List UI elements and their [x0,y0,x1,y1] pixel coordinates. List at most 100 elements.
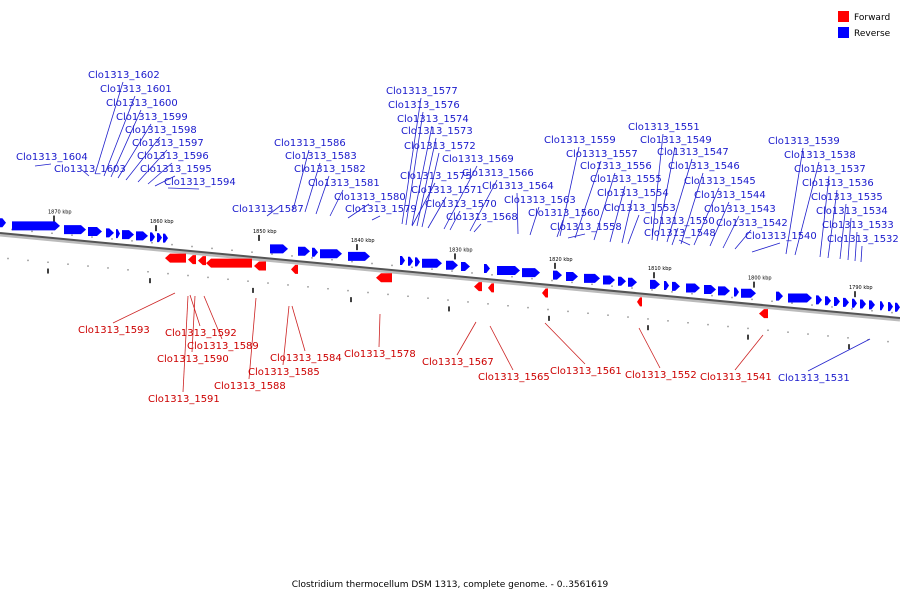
gene-features [0,218,900,319]
reverse-gene-arrow [0,218,6,228]
reverse-gene-arrow [566,272,578,282]
leader-line [411,182,436,227]
leader-line [751,242,781,253]
gene-label-clo1313-1602: Clo1313_1602 [88,70,160,81]
leader-line [734,334,764,371]
gene-label-clo1313-1555: Clo1313_1555 [590,174,662,185]
leader-line [292,149,310,211]
gene-label-clo1313-1596: Clo1313_1596 [137,151,209,162]
gene-label-clo1313-1538: Clo1313_1538 [784,150,856,161]
forward-gene-arrow [542,288,548,298]
reverse-gene-arrow [163,233,168,243]
reverse-gene-arrow [718,286,730,296]
reverse-gene-arrow [553,270,562,280]
scale-marks: 1870 kbp 1860 kbp 1850 kbp 1840 kbp 1830 kbp… [7,210,893,350]
gene-label-clo1313-1577: Clo1313_1577 [386,86,458,97]
leader-line [807,338,871,372]
gene-label-clo1313-1566: Clo1313_1566 [462,168,534,179]
leader-line [248,297,257,380]
reverse-gene-arrow [852,298,857,308]
reverse-gene-arrow [497,266,520,276]
reverse-gene-arrow [672,281,680,291]
gene-label-clo1313-1604: Clo1313_1604 [16,152,88,163]
gene-label-clo1313-1559: Clo1313_1559 [544,135,616,146]
gene-label-clo1313-1584: Clo1313_1584 [270,353,342,364]
leader-line [671,227,679,246]
leader-line [315,175,330,215]
reverse-gene-arrow [860,299,866,309]
gene-label-clo1313-1549: Clo1313_1549 [640,135,712,146]
leader-line [516,192,519,235]
leader-line [291,305,306,352]
gene-label-clo1313-1561: Clo1313_1561 [550,366,622,377]
leader-line [411,125,433,226]
gene-label-clo1313-1597: Clo1313_1597 [132,138,204,149]
leader-line [638,327,661,369]
reverse-gene-arrow [400,256,405,266]
gene-label-clo1313-1537: Clo1313_1537 [794,164,866,175]
gene-label-clo1313-1563: Clo1313_1563 [504,195,576,206]
leader-line [405,111,424,226]
reverse-gene-arrow [628,277,637,287]
leader-line [266,205,281,217]
forward-gene-arrow [291,264,298,274]
leader-line [847,217,852,261]
leader-line [329,189,344,217]
gene-label-clo1313-1592: Clo1313_1592 [165,328,237,339]
legend-swatch-forward [838,11,849,22]
leader-line [854,231,858,262]
leader-line [489,325,514,371]
legend-label-reverse: Reverse [854,29,891,39]
gene-label-clo1313-1553: Clo1313_1553 [604,203,676,214]
gene-label-clo1313-1578: Clo1313_1578 [344,349,416,360]
reverse-gene-arrow [816,295,822,305]
leader-line [785,147,804,255]
scale-label: 1860 kbp [150,219,174,225]
leader-line [94,81,124,175]
reverse-gene-arrow [136,231,148,241]
gene-label-clo1313-1558: Clo1313_1558 [550,222,622,233]
reverse-gene-arrow [348,251,370,261]
reverse-gene-arrow [106,228,114,238]
reverse-gene-arrow [64,225,86,235]
gene-label-clo1313-1547: Clo1313_1547 [657,147,729,158]
gene-label-clo1313-1533: Clo1313_1533 [822,220,894,231]
leader-line [559,146,580,237]
leader-line [593,172,616,241]
leader-line [609,185,626,243]
leader-line [117,123,152,179]
gene-label-clo1313-1539: Clo1313_1539 [768,136,840,147]
leader-line [860,245,863,263]
gene-label-clo1313-1598: Clo1313_1598 [125,125,197,136]
forward-gene-arrow [165,253,186,263]
forward-gene-arrow [474,282,482,292]
gene-label-clo1313-1534: Clo1313_1534 [816,206,888,217]
gene-label-clo1313-1569: Clo1313_1569 [442,154,514,165]
leader-line [112,292,176,324]
leader-line [81,169,90,177]
legend-label-forward: Forward [854,13,890,23]
gene-label-clo1313-1556: Clo1313_1556 [580,161,652,172]
gene-label-clo1313-1576: Clo1313_1576 [388,100,460,111]
leader-line [656,146,676,242]
gene-label-clo1313-1546: Clo1313_1546 [668,161,740,172]
gene-label-clo1313-1575: Clo1313_1575 [400,171,472,182]
reverse-gene-arrow [650,279,660,289]
scale-label: 1830 kbp [449,247,473,253]
leader-line [693,187,720,246]
leader-line [449,210,461,231]
reverse-gene-arrow [734,287,739,297]
gene-label-clo1313-1544: Clo1313_1544 [694,190,766,201]
reverse-gene-arrow [461,261,470,271]
gene-label-clo1313-1572: Clo1313_1572 [404,141,476,152]
gene-label-clo1313-1543: Clo1313_1543 [704,204,776,215]
leader-line [666,158,693,243]
reverse-gene-arrow [843,297,849,307]
scale-label: 1820 kbp [549,257,573,263]
gene-label-clo1313-1551: Clo1313_1551 [628,122,700,133]
gene-label-clo1313-1564: Clo1313_1564 [482,181,554,192]
leader-line [443,165,478,230]
leader-line [103,95,136,177]
gene-label-clo1313-1588: Clo1313_1588 [214,381,286,392]
gene-label-clo1313-1601: Clo1313_1601 [100,84,172,95]
